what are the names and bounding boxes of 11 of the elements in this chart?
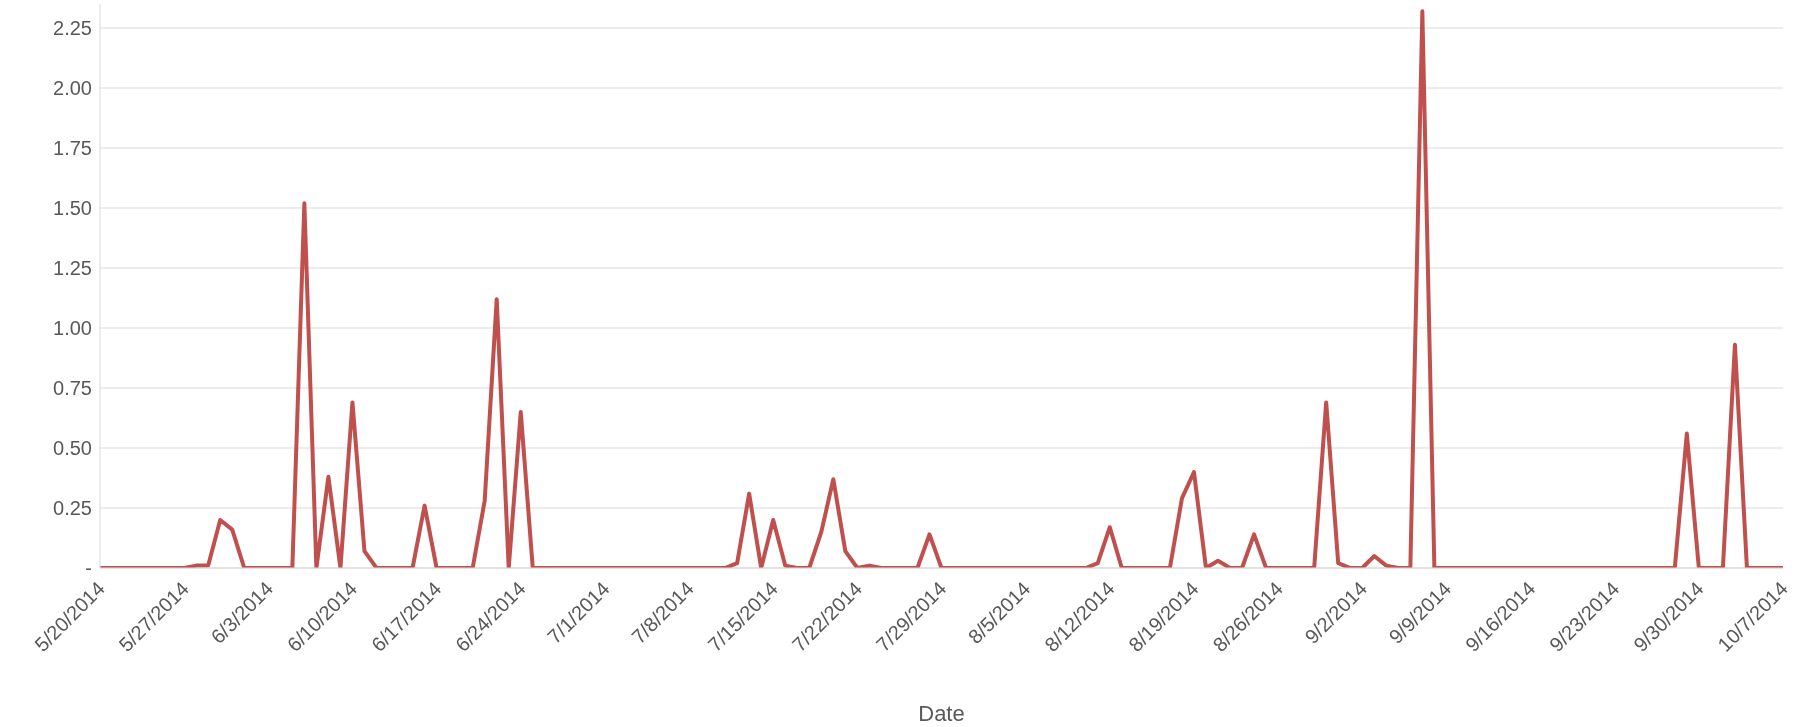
y-tick-label: 1.75 [53,137,92,160]
y-tick-label: 1.25 [53,257,92,280]
y-tick-label: 1.00 [53,317,92,340]
y-tick-label: 2.00 [53,77,92,100]
y-tick-label: 0.75 [53,377,92,400]
y-tick-label: 1.50 [53,197,92,220]
y-tick-label: 0.50 [53,437,92,460]
y-tick-label: 0.25 [53,497,92,520]
x-axis-title: Date [918,701,965,726]
y-tick-label: 2.25 [53,17,92,40]
y-tick-label: - [85,557,92,580]
